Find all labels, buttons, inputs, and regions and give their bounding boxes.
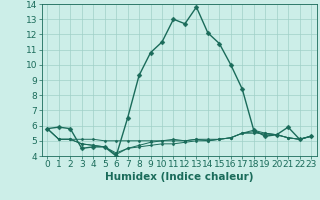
X-axis label: Humidex (Indice chaleur): Humidex (Indice chaleur) [105, 172, 253, 182]
